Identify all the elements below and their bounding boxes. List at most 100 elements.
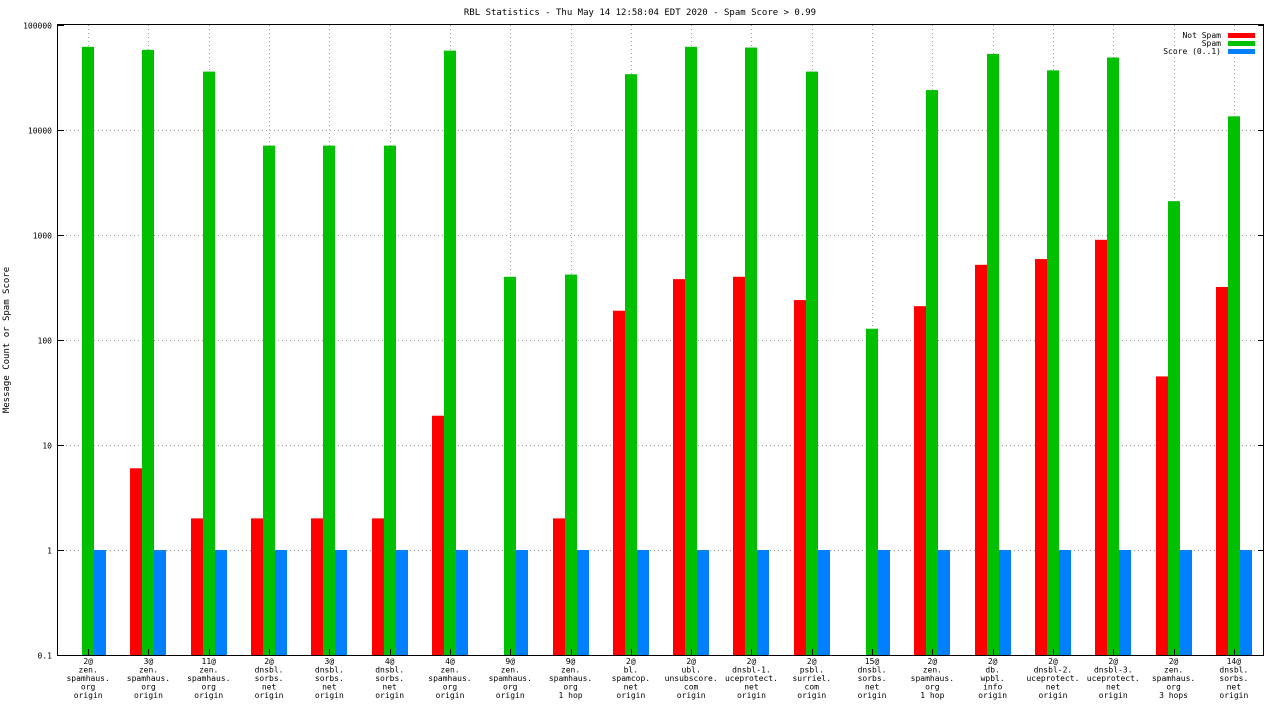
- x-category-label: spamhaus.: [127, 674, 170, 683]
- x-category-label: zen.: [79, 666, 98, 675]
- x-category-label: spamhaus.: [549, 674, 592, 683]
- x-category-label: origin: [194, 691, 223, 700]
- bar: [335, 550, 347, 655]
- bar: [637, 550, 649, 655]
- x-category-label: 2@: [264, 657, 274, 666]
- y-tick-label: 0.1: [38, 652, 53, 661]
- x-category-label: net: [865, 683, 880, 692]
- bar: [251, 518, 263, 655]
- y-tick-label: 1000: [33, 232, 52, 241]
- x-category-label: 2@: [1169, 657, 1179, 666]
- x-category-label: 1 hop: [559, 691, 583, 700]
- x-category-label: 3 hops: [1159, 691, 1188, 700]
- x-category-label: sorbs.: [375, 674, 404, 683]
- x-category-label: bl.: [624, 666, 638, 675]
- bar: [456, 550, 468, 655]
- legend-label: Spam: [1202, 39, 1221, 48]
- bar: [745, 47, 757, 656]
- bar: [938, 550, 950, 655]
- x-category-label: spamhaus.: [66, 674, 109, 683]
- x-category-label: origin: [616, 691, 645, 700]
- bar: [504, 276, 516, 655]
- bar: [697, 550, 709, 655]
- bar-series: [82, 46, 1252, 656]
- bar: [806, 71, 818, 655]
- chart-title: RBL Statistics - Thu May 14 12:58:04 EDT…: [464, 8, 816, 18]
- x-category-label: zen.: [923, 666, 942, 675]
- x-category-label: net: [322, 683, 337, 692]
- x-category-label: origin: [1038, 691, 1067, 700]
- x-category-label: zen.: [440, 666, 459, 675]
- bar: [987, 53, 999, 655]
- bar: [866, 328, 878, 655]
- x-category-label: org: [563, 683, 578, 692]
- x-category-label: origin: [74, 691, 103, 700]
- x-category-label: net: [744, 683, 759, 692]
- x-category-label: 2@: [83, 657, 93, 666]
- x-category-label: unsubscore.: [665, 674, 718, 683]
- legend-swatch: [1228, 49, 1255, 54]
- x-category-label: uceprotect.: [725, 674, 778, 683]
- plot-frame: [57, 24, 1264, 656]
- y-tick-label: 100000: [23, 22, 52, 31]
- bar: [191, 518, 203, 655]
- x-category-label: sorbs.: [315, 674, 344, 683]
- x-category-label: origin: [978, 691, 1007, 700]
- x-category-label: net: [1106, 683, 1121, 692]
- bar: [625, 74, 637, 656]
- x-category-label: org: [81, 683, 96, 692]
- bar: [1107, 57, 1119, 655]
- y-tick-label: 100: [38, 337, 53, 346]
- x-category-label: zen.: [1164, 666, 1183, 675]
- x-category-label: 4@: [385, 657, 395, 666]
- legend-swatch: [1228, 33, 1255, 38]
- x-category-label: zen.: [199, 666, 218, 675]
- x-category-label: surriel.: [792, 674, 831, 683]
- x-category-label: dnsbl-2.: [1034, 666, 1073, 675]
- y-tick-label: 1: [47, 547, 52, 556]
- x-category-label: 2@: [1048, 657, 1058, 666]
- x-category-label: spamhaus.: [187, 674, 230, 683]
- bar: [818, 550, 830, 655]
- x-category-label: 14@: [1227, 657, 1242, 666]
- x-category-label: dnsbl-3.: [1094, 666, 1133, 675]
- legend-swatch: [1228, 41, 1255, 46]
- x-category-label: db.: [985, 666, 999, 675]
- bar: [1095, 239, 1107, 655]
- x-category-label: 2@: [626, 657, 636, 666]
- x-category-label: 11@: [202, 657, 217, 666]
- bar: [130, 468, 142, 655]
- bar: [1035, 259, 1047, 655]
- x-category-label: dnsbl.: [315, 666, 344, 675]
- bar: [275, 550, 287, 655]
- x-category-label: origin: [255, 691, 284, 700]
- x-category-label: net: [1227, 683, 1242, 692]
- x-category-label: spamhaus.: [489, 674, 532, 683]
- x-category-label: origin: [375, 691, 404, 700]
- x-category-label: sorbs.: [858, 674, 887, 683]
- x-category-label: 2@: [928, 657, 938, 666]
- x-category-label: origin: [496, 691, 525, 700]
- x-category-label: origin: [134, 691, 163, 700]
- x-category-label: org: [141, 683, 156, 692]
- x-category-label: net: [262, 683, 277, 692]
- bar: [1047, 70, 1059, 656]
- bar: [553, 518, 565, 655]
- legend-label: Score (0..1): [1163, 47, 1221, 56]
- bar: [1168, 201, 1180, 655]
- x-category-label: sorbs.: [1219, 674, 1248, 683]
- x-category-label: 2@: [686, 657, 696, 666]
- x-category-label: zen.: [501, 666, 520, 675]
- x-category-label: org: [925, 683, 940, 692]
- x-category-label: com: [805, 683, 820, 692]
- x-category-label: origin: [435, 691, 464, 700]
- bar: [154, 550, 166, 655]
- bar: [1156, 376, 1168, 655]
- bar: [384, 145, 396, 656]
- bar: [878, 550, 890, 655]
- x-category-label: origin: [858, 691, 887, 700]
- bar: [1180, 550, 1192, 655]
- bar: [444, 50, 456, 656]
